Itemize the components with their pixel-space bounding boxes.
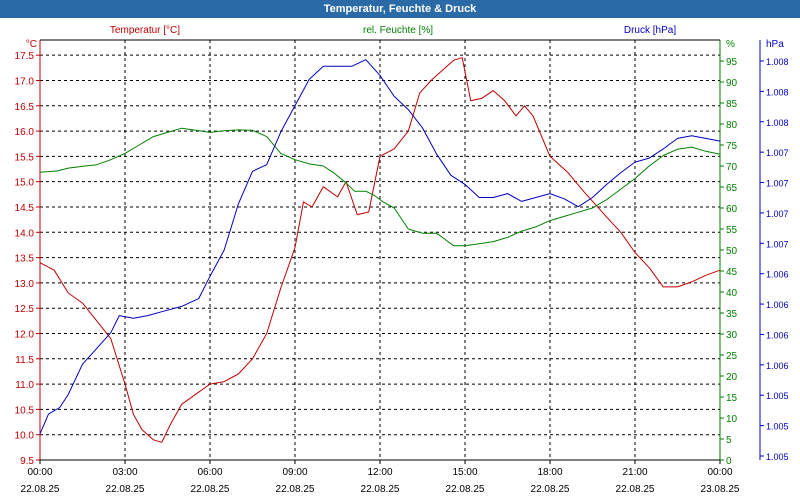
x-tick-date-label: 22.08.25 bbox=[361, 484, 400, 495]
pressure-tick-label: 1.007 bbox=[766, 209, 789, 219]
temperature-tick-label: 17.0 bbox=[15, 76, 35, 87]
temperature-tick-label: 13.0 bbox=[15, 279, 35, 290]
x-tick-time-label: 00:00 bbox=[707, 467, 732, 478]
humidity-tick-label: 75 bbox=[726, 141, 738, 152]
temperature-tick-label: 12.5 bbox=[15, 304, 35, 315]
x-tick-date-label: 22.08.25 bbox=[106, 484, 145, 495]
humidity-tick-label: 25 bbox=[726, 351, 738, 362]
pressure-axis-title: Druck [hPa] bbox=[624, 25, 676, 36]
humidity-unit-label: % bbox=[726, 39, 735, 50]
temperature-tick-label: 14.0 bbox=[15, 228, 35, 239]
x-tick-date-label: 22.08.25 bbox=[616, 484, 655, 495]
humidity-tick-label: 10 bbox=[726, 414, 738, 425]
x-tick-time-label: 09:00 bbox=[282, 467, 307, 478]
pressure-tick-label: 1.005 bbox=[766, 452, 789, 462]
humidity-tick-label: 5 bbox=[726, 435, 732, 446]
humidity-tick-label: 15 bbox=[726, 393, 738, 404]
temperature-axis-title: Temperatur [°C] bbox=[110, 25, 180, 36]
temperature-tick-label: 17.5 bbox=[15, 51, 35, 62]
temperature-tick-label: 16.5 bbox=[15, 102, 35, 113]
humidity-tick-label: 90 bbox=[726, 78, 738, 89]
temperature-tick-label: 14.5 bbox=[15, 203, 35, 214]
x-tick-time-label: 12:00 bbox=[367, 467, 392, 478]
pressure-tick-label: 1.005 bbox=[766, 391, 789, 401]
temperature-tick-label: 11.0 bbox=[15, 380, 34, 391]
temperature-line bbox=[39, 57, 721, 443]
humidity-tick-label: 60 bbox=[726, 204, 738, 215]
x-tick-date-label: 23.08.25 bbox=[701, 484, 740, 495]
temperature-tick-label: 12.0 bbox=[15, 329, 35, 340]
pressure-tick-label: 1.006 bbox=[766, 270, 789, 280]
pressure-tick-label: 1.006 bbox=[766, 300, 789, 310]
pressure-tick-label: 1.008 bbox=[766, 87, 789, 97]
x-tick-time-label: 18:00 bbox=[537, 467, 562, 478]
humidity-tick-label: 45 bbox=[726, 267, 738, 278]
temperature-unit-label: °C bbox=[26, 39, 37, 50]
humidity-tick-label: 95 bbox=[726, 57, 738, 68]
humidity-tick-label: 35 bbox=[726, 309, 738, 320]
x-tick-date-label: 22.08.25 bbox=[276, 484, 315, 495]
humidity-tick-label: 20 bbox=[726, 372, 738, 383]
pressure-unit-label: hPa bbox=[766, 39, 784, 50]
humidity-tick-label: 70 bbox=[726, 162, 738, 173]
temperature-tick-label: 11.5 bbox=[15, 355, 34, 366]
humidity-tick-label: 55 bbox=[726, 225, 738, 236]
temperature-tick-label: 9.5 bbox=[20, 456, 34, 467]
temperature-tick-label: 16.0 bbox=[15, 127, 35, 138]
humidity-tick-label: 80 bbox=[726, 120, 738, 131]
humidity-tick-label: 40 bbox=[726, 288, 738, 299]
x-tick-date-label: 22.08.25 bbox=[21, 484, 60, 495]
x-tick-time-label: 00:00 bbox=[27, 467, 52, 478]
x-tick-date-label: 22.08.25 bbox=[531, 484, 570, 495]
x-tick-time-label: 15:00 bbox=[452, 467, 477, 478]
pressure-tick-label: 1.006 bbox=[766, 361, 789, 371]
humidity-axis-title: rel. Feuchte [%] bbox=[363, 25, 433, 36]
pressure-tick-label: 1.006 bbox=[766, 330, 789, 340]
humidity-tick-label: 0 bbox=[726, 456, 732, 467]
pressure-tick-label: 1.008 bbox=[766, 57, 789, 67]
pressure-tick-label: 1.007 bbox=[766, 179, 789, 189]
x-tick-time-label: 06:00 bbox=[197, 467, 222, 478]
pressure-tick-label: 1.005 bbox=[766, 422, 789, 432]
pressure-tick-label: 1.008 bbox=[766, 118, 789, 128]
pressure-tick-label: 1.007 bbox=[766, 239, 789, 249]
humidity-line bbox=[39, 127, 721, 247]
humidity-tick-label: 65 bbox=[726, 183, 738, 194]
x-tick-time-label: 03:00 bbox=[112, 467, 137, 478]
temperature-tick-label: 10.0 bbox=[15, 431, 35, 442]
pressure-tick-label: 1.007 bbox=[766, 148, 789, 158]
pressure-line bbox=[39, 59, 721, 434]
humidity-tick-label: 85 bbox=[726, 99, 738, 110]
window-title: Temperatur, Feuchte & Druck bbox=[0, 0, 800, 18]
x-tick-date-label: 22.08.25 bbox=[446, 484, 485, 495]
temperature-tick-label: 15.5 bbox=[15, 152, 35, 163]
humidity-tick-label: 30 bbox=[726, 330, 738, 341]
x-tick-date-label: 22.08.25 bbox=[191, 484, 230, 495]
humidity-tick-label: 50 bbox=[726, 246, 738, 257]
temperature-tick-label: 13.5 bbox=[15, 254, 35, 265]
x-tick-time-label: 21:00 bbox=[622, 467, 647, 478]
temperature-tick-label: 15.0 bbox=[15, 178, 35, 189]
temperature-tick-label: 10.5 bbox=[15, 405, 35, 416]
